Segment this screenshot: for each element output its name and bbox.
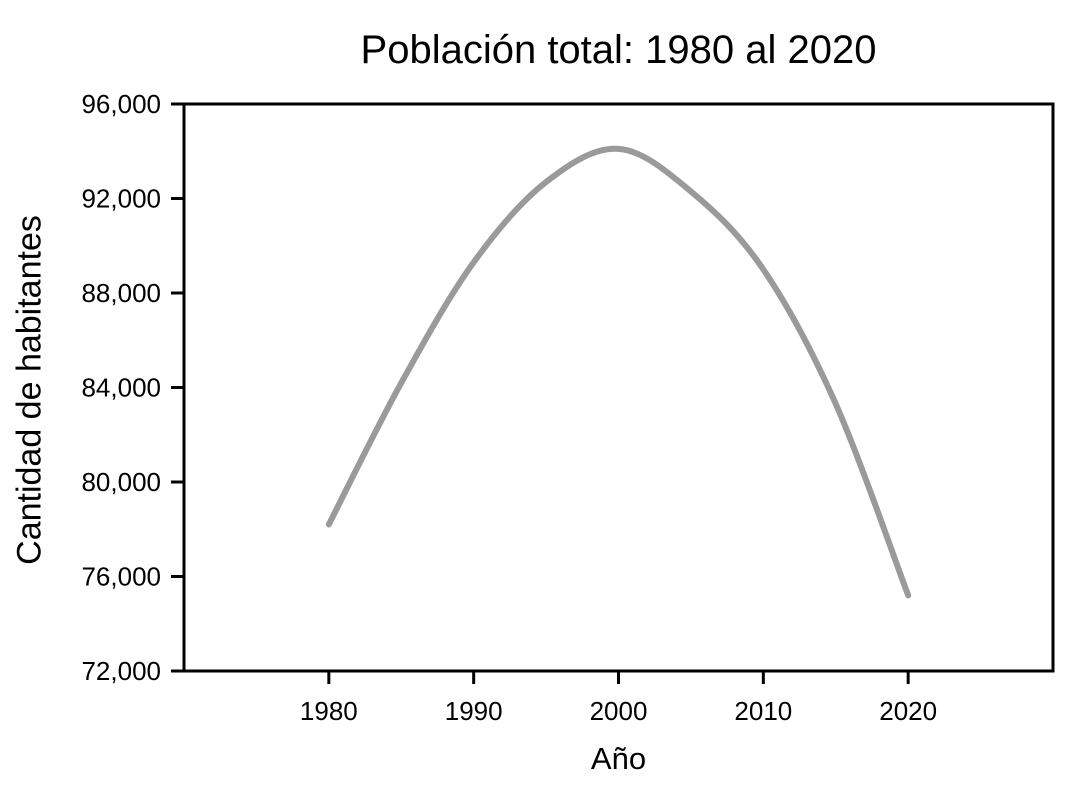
x-tick-label: 1990 <box>445 696 503 726</box>
population-curve <box>325 145 912 599</box>
y-tick-label: 76,000 <box>81 562 161 592</box>
y-tick-label: 88,000 <box>81 278 161 308</box>
y-tick-label: 92,000 <box>81 184 161 214</box>
y-tick-label: 96,000 <box>81 89 161 119</box>
chart-title: Población total: 1980 al 2020 <box>360 28 877 72</box>
x-axis-label: Año <box>590 741 647 776</box>
y-tick-label: 72,000 <box>81 656 161 686</box>
x-tick-label: 2020 <box>879 696 937 726</box>
x-tick-label: 2000 <box>590 696 648 726</box>
y-tick-label: 84,000 <box>81 373 161 403</box>
x-tick-label: 2010 <box>734 696 792 726</box>
x-tick-label: 1980 <box>300 696 358 726</box>
plot-frame <box>182 102 1055 673</box>
y-tick-label: 80,000 <box>81 467 161 497</box>
